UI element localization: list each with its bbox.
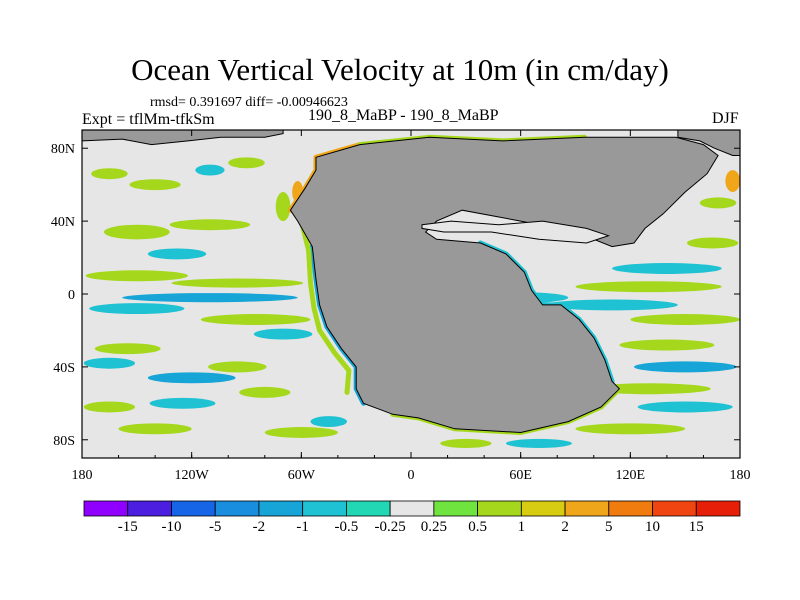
colorbar-swatch	[389, 500, 435, 517]
colorbar-swatch	[127, 500, 172, 517]
anomaly-patch-11	[171, 278, 304, 288]
x-tick-label: 60E	[509, 468, 532, 483]
anomaly-patch-17	[83, 357, 136, 369]
anomaly-patch-21	[83, 401, 136, 413]
anomaly-patch-37	[506, 438, 572, 448]
y-tick-label: 40S	[53, 361, 75, 376]
colorbar-swatch	[302, 500, 347, 517]
land-northwest-landmass	[82, 130, 284, 146]
anomaly-patch-36	[575, 423, 686, 435]
anomaly-patch-29	[630, 314, 740, 325]
colorbar-swatch	[345, 500, 391, 517]
anomaly-patch-35	[637, 401, 733, 413]
colorbar-swatch	[258, 500, 304, 517]
anomaly-patch-1	[129, 179, 181, 191]
anomaly-patch-41	[725, 170, 740, 192]
colorbar-label: -1	[296, 519, 309, 535]
anomaly-patch-33	[633, 361, 737, 373]
land-supercontinent	[289, 136, 719, 434]
stats-label: rmsd= 0.391697 diff= -0.00946623	[150, 95, 348, 110]
anomaly-patch-7	[103, 224, 170, 240]
colorbar-swatch	[564, 500, 610, 517]
colorbar-label: -5	[209, 519, 222, 535]
colorbar-label: -10	[161, 519, 181, 535]
anomaly-patch-20	[239, 386, 291, 398]
anomaly-patch-27	[575, 281, 722, 293]
anomaly-patch-38	[440, 438, 492, 448]
anomaly-patch-31	[686, 237, 739, 249]
x-tick-label: 120W	[175, 468, 210, 483]
anomaly-patch-22	[149, 397, 216, 409]
y-tick-label: 0	[68, 288, 75, 303]
anomaly-patch-42	[699, 197, 737, 209]
colorbar-swatch	[520, 500, 566, 517]
colorbar-label: 2	[561, 519, 569, 535]
inland-sea	[421, 220, 610, 244]
colorbar-label: -0.5	[335, 519, 359, 535]
x-tick-label: 180	[72, 468, 93, 483]
y-tick-label: 80S	[53, 434, 75, 449]
anomaly-patch-3	[228, 157, 265, 169]
colorbar-label: -0.25	[375, 519, 406, 535]
x-tick-label: 180	[730, 468, 751, 483]
land-northeast-landmass	[677, 130, 740, 156]
colorbar-label: -15	[118, 519, 138, 535]
anomaly-patch-24	[264, 427, 338, 438]
colorbar-swatch	[214, 500, 260, 517]
anomaly-patch-2	[195, 164, 225, 176]
x-tick-label: 60W	[288, 468, 316, 483]
anomaly-patch-19	[208, 361, 267, 373]
anomaly-patch-23	[118, 423, 192, 435]
chart-title: Ocean Vertical Velocity at 10m (in cm/da…	[131, 52, 669, 87]
colorbar-label: 5	[605, 519, 613, 535]
subtitle-label: 190_8_MaBP - 190_8_MaBP	[308, 107, 499, 124]
colorbar-swatch	[433, 500, 479, 517]
anomaly-patch-0	[91, 168, 128, 180]
y-tick-label: 40N	[51, 215, 75, 230]
colorbar-label: 1	[518, 519, 526, 535]
colorbar-swatch	[695, 500, 741, 517]
anomaly-patch-8	[169, 219, 251, 231]
colorbar-label: -2	[253, 519, 266, 535]
colorbar-label: 15	[689, 519, 704, 535]
anomaly-patch-9	[147, 248, 207, 260]
colorbar-label: 0.25	[421, 519, 447, 535]
experiment-label: Expt = tflMm-tfkSm	[82, 111, 215, 128]
colorbar-swatch	[608, 500, 653, 517]
colorbar-label: 10	[645, 519, 660, 535]
west-coast-band-inner	[298, 218, 352, 395]
colorbar: -15 -10 -5 -2 -1 -0.5 -0.25 0.25 0.5 1 2 5 10 15	[83, 500, 741, 535]
anomaly-patch-12	[122, 293, 298, 303]
colorbar-swatch	[652, 500, 697, 517]
anomaly-patch-4	[275, 191, 291, 222]
colorbar-swatch	[83, 500, 129, 517]
colorbar-swatch	[171, 500, 216, 517]
y-tick-label: 80N	[51, 142, 75, 157]
land-layer	[82, 130, 740, 434]
season-label: DJF	[712, 110, 739, 127]
anomaly-patch-15	[253, 328, 313, 340]
colorbar-label: 0.5	[468, 519, 487, 535]
axes: 180 120W 60W 0 60E 120E 180 80N 40N 0 40S 80S	[51, 130, 751, 483]
x-tick-label: 120E	[616, 468, 646, 483]
colorbar-swatch	[477, 500, 522, 517]
anomaly-patch-28	[546, 299, 678, 311]
anomaly-patch-25	[310, 416, 348, 428]
x-tick-label: 0	[408, 468, 415, 483]
anomaly-patch-13	[89, 303, 185, 315]
anomaly-patch-14	[200, 314, 311, 325]
anomaly-patch-16	[94, 343, 161, 355]
anomaly-patch-30	[612, 263, 722, 274]
anomaly-patch-10	[85, 270, 189, 282]
anomaly-patch-32	[619, 339, 715, 351]
anomaly-patch-18	[147, 372, 236, 384]
